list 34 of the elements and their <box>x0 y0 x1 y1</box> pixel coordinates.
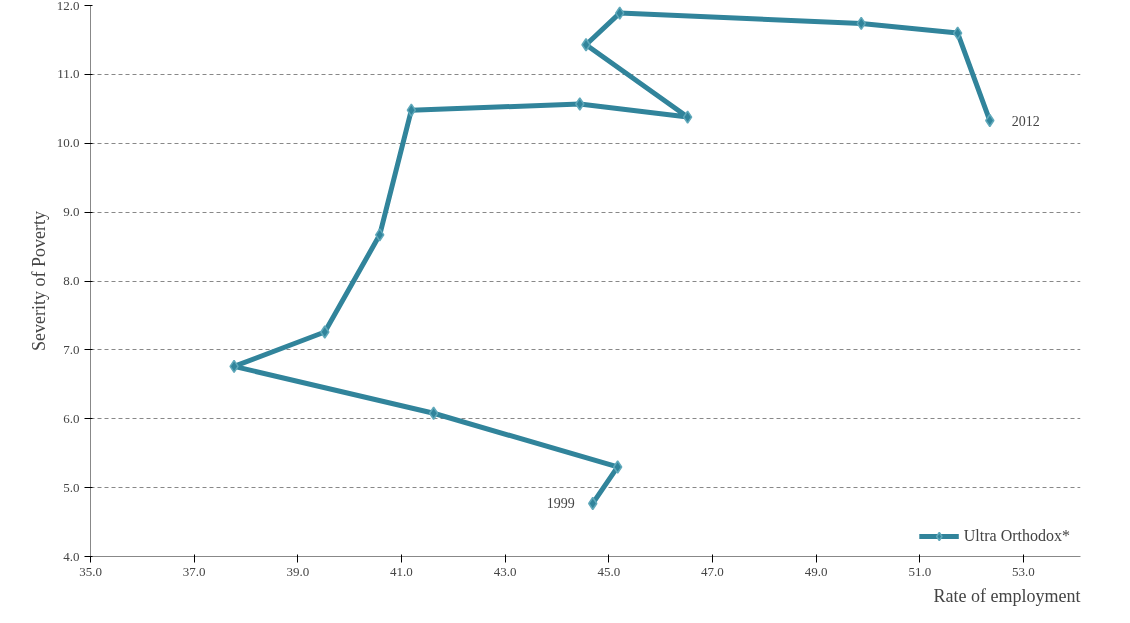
y-axis-title: Severity of Poverty <box>28 211 49 351</box>
x-tick-label: 39.0 <box>286 563 310 579</box>
point <box>406 103 417 117</box>
x-tick-label: 35.0 <box>79 563 102 579</box>
annotation: 1999 <box>546 496 575 512</box>
point <box>682 110 693 124</box>
y-tick-label: 6.0 <box>63 410 80 426</box>
point <box>952 26 963 40</box>
y-tick-label: 12.0 <box>56 0 80 13</box>
legend-label: Ultra Orthodox* <box>963 527 1070 545</box>
y-tick-label: 7.0 <box>63 341 80 357</box>
annotation: 2012 <box>1011 113 1040 129</box>
y-tick-label: 8.0 <box>63 273 80 288</box>
x-tick-label: 43.0 <box>493 563 517 579</box>
point <box>614 6 625 20</box>
point <box>428 406 439 420</box>
y-tick-label: 10.0 <box>56 135 80 151</box>
point <box>612 460 623 474</box>
x-tick-label: 37.0 <box>182 563 206 579</box>
x-axis-title: Rate of employment <box>933 585 1081 606</box>
x-tick-label: 47.0 <box>701 563 724 579</box>
point <box>575 97 585 111</box>
x-tick-label: 53.0 <box>1012 563 1035 579</box>
point <box>581 38 591 52</box>
x-tick-label: 45.0 <box>597 563 621 579</box>
y-tick-label: 4.0 <box>63 548 80 564</box>
point <box>320 325 330 339</box>
y-tick-label: 11.0 <box>57 66 80 82</box>
x-tick-label: 41.0 <box>390 563 413 579</box>
x-tick-label: 51.0 <box>908 563 932 579</box>
x-tick-label: 49.0 <box>804 563 828 579</box>
y-tick-label: 5.0 <box>63 479 80 495</box>
point <box>374 228 385 242</box>
y-tick-label: 9.0 <box>63 204 80 220</box>
